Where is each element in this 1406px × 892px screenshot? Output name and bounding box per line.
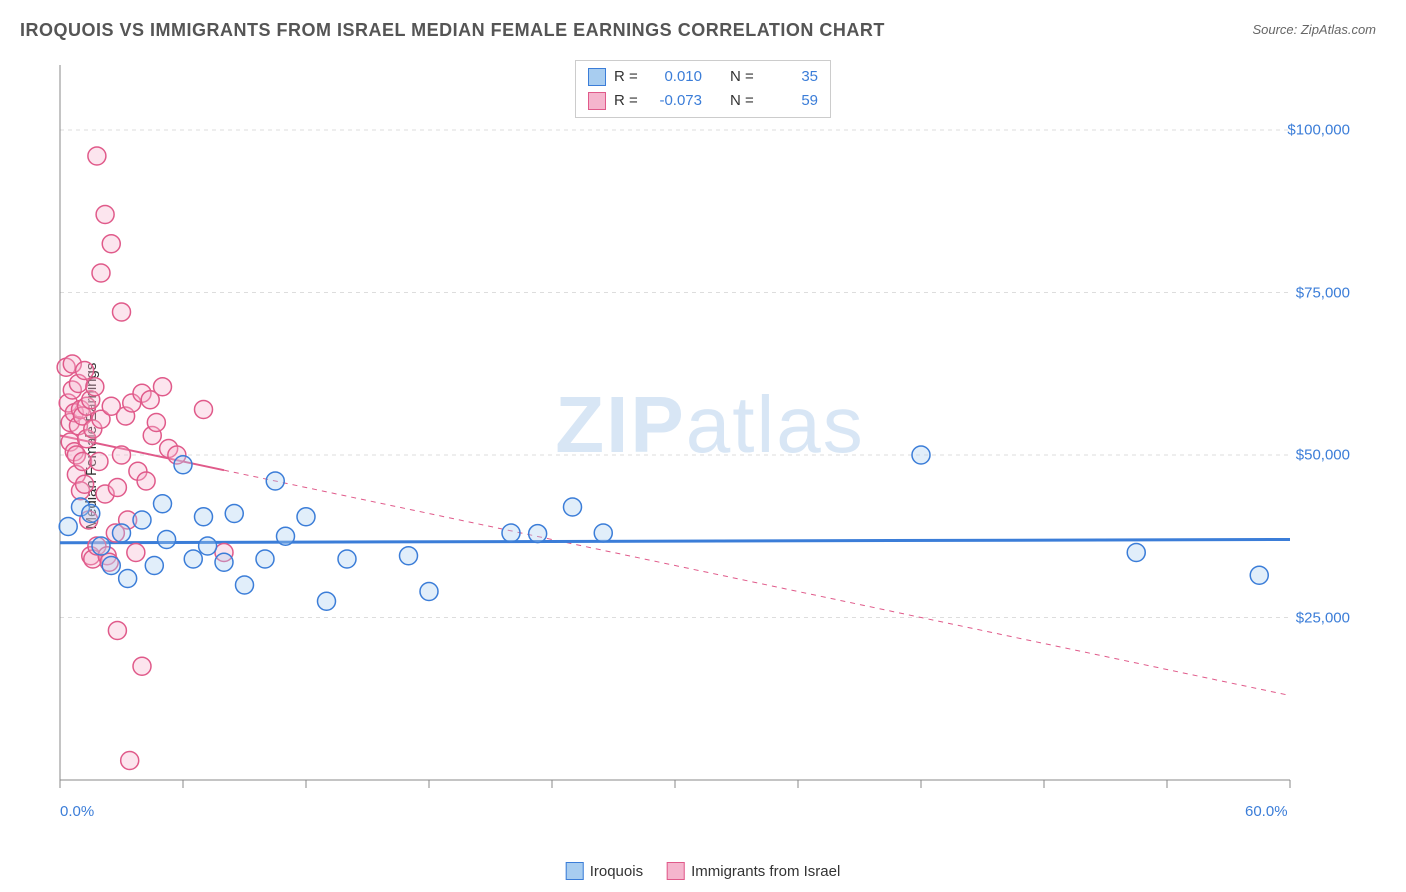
r-value-1: 0.010	[652, 65, 702, 89]
plot-area: ZIPatlas $25,000$50,000$75,000$100,0000.…	[50, 55, 1370, 825]
stats-row-1: R = 0.010 N = 35	[588, 65, 818, 89]
stats-swatch-1	[588, 68, 606, 86]
chart-svg	[50, 55, 1370, 825]
y-tick-label: $100,000	[1287, 122, 1350, 139]
n-label-2: N =	[730, 89, 760, 113]
r-label-1: R =	[614, 65, 644, 89]
y-tick-label: $50,000	[1296, 447, 1350, 464]
correlation-stats-box: R = 0.010 N = 35 R = -0.073 N = 59	[575, 60, 831, 118]
r-value-2: -0.073	[652, 89, 702, 113]
legend-item-1: Iroquois	[566, 862, 643, 880]
stats-row-2: R = -0.073 N = 59	[588, 89, 818, 113]
chart-title: IROQUOIS VS IMMIGRANTS FROM ISRAEL MEDIA…	[20, 20, 885, 41]
x-tick-label: 0.0%	[60, 803, 94, 820]
x-tick-label: 60.0%	[1245, 803, 1288, 820]
n-value-1: 35	[768, 65, 818, 89]
bottom-legend: Iroquois Immigrants from Israel	[566, 862, 841, 880]
y-tick-label: $75,000	[1296, 284, 1350, 301]
legend-label-1: Iroquois	[590, 863, 643, 880]
legend-label-2: Immigrants from Israel	[691, 863, 840, 880]
stats-swatch-2	[588, 92, 606, 110]
source-citation: Source: ZipAtlas.com	[1252, 22, 1376, 37]
r-label-2: R =	[614, 89, 644, 113]
n-value-2: 59	[768, 89, 818, 113]
legend-item-2: Immigrants from Israel	[667, 862, 840, 880]
legend-swatch-1	[566, 862, 584, 880]
legend-swatch-2	[667, 862, 685, 880]
y-tick-label: $25,000	[1296, 609, 1350, 626]
n-label-1: N =	[730, 65, 760, 89]
